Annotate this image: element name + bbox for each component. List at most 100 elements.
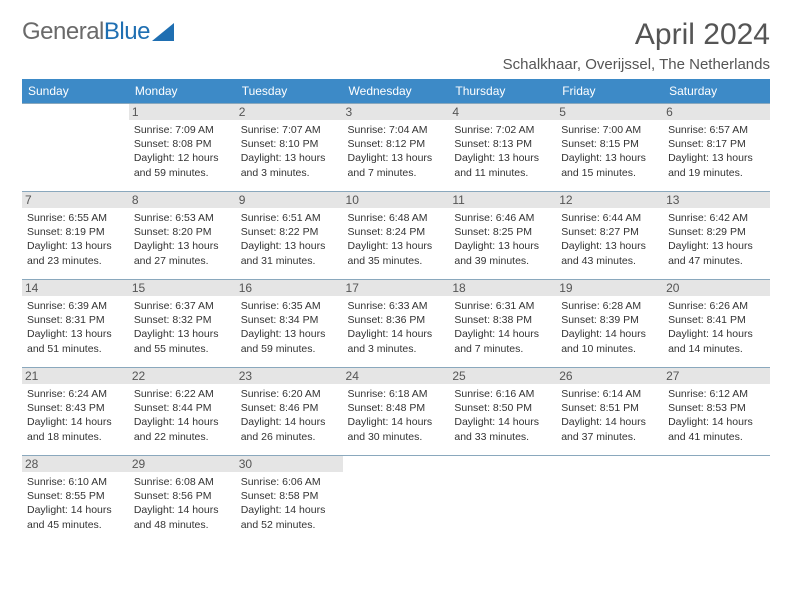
- day-number: 15: [129, 280, 236, 296]
- day-details: Sunrise: 6:42 AMSunset: 8:29 PMDaylight:…: [668, 211, 765, 268]
- weekday-row: Sunday Monday Tuesday Wednesday Thursday…: [22, 79, 770, 104]
- day-details: Sunrise: 6:24 AMSunset: 8:43 PMDaylight:…: [27, 387, 124, 444]
- location-text: Schalkhaar, Overijssel, The Netherlands: [503, 56, 770, 73]
- calendar-page: GeneralBlue April 2024 Schalkhaar, Overi…: [0, 0, 792, 562]
- title-block: April 2024 Schalkhaar, Overijssel, The N…: [503, 18, 770, 73]
- calendar-week-row: 1 Sunrise: 7:09 AMSunset: 8:08 PMDaylight…: [22, 104, 770, 192]
- logo-text-1: General: [22, 18, 104, 46]
- calendar-day-cell: 21 Sunrise: 6:24 AMSunset: 8:43 PMDayligh…: [22, 368, 129, 456]
- day-number: 9: [236, 192, 343, 208]
- day-details: Sunrise: 6:48 AMSunset: 8:24 PMDaylight:…: [348, 211, 445, 268]
- day-number: 16: [236, 280, 343, 296]
- day-number: 29: [129, 456, 236, 472]
- day-number: 3: [343, 104, 450, 120]
- day-number: 18: [449, 280, 556, 296]
- calendar-day-cell: 7Sunrise: 6:55 AMSunset: 8:19 PMDaylight…: [22, 192, 129, 280]
- calendar-day-cell: 25 Sunrise: 6:16 AMSunset: 8:50 PMDayligh…: [449, 368, 556, 456]
- day-details: Sunrise: 6:12 AMSunset: 8:53 PMDaylight:…: [668, 387, 765, 444]
- calendar-day-cell: 1 Sunrise: 7:09 AMSunset: 8:08 PMDaylight…: [129, 104, 236, 192]
- day-details: Sunrise: 6:08 AMSunset: 8:56 PMDaylight:…: [134, 475, 231, 532]
- day-details: Sunrise: 6:31 AMSunset: 8:38 PMDaylight:…: [454, 299, 551, 356]
- day-details: Sunrise: 6:46 AMSunset: 8:25 PMDaylight:…: [454, 211, 551, 268]
- calendar-week-row: 28 Sunrise: 6:10 AMSunset: 8:55 PMDayligh…: [22, 456, 770, 544]
- day-number: 1: [129, 104, 236, 120]
- calendar-day-cell: 8 Sunrise: 6:53 AMSunset: 8:20 PMDaylight…: [129, 192, 236, 280]
- day-details: Sunrise: 6:53 AMSunset: 8:20 PMDaylight:…: [134, 211, 231, 268]
- calendar-day-cell: 3Sunrise: 7:04 AMSunset: 8:12 PMDaylight…: [343, 104, 450, 192]
- day-details: Sunrise: 6:10 AMSunset: 8:55 PMDaylight:…: [27, 475, 124, 532]
- calendar-week-row: 21 Sunrise: 6:24 AMSunset: 8:43 PMDayligh…: [22, 368, 770, 456]
- day-number: 14: [22, 280, 129, 296]
- day-number: 21: [22, 368, 129, 384]
- day-number: 8: [129, 192, 236, 208]
- day-number: 25: [449, 368, 556, 384]
- day-details: Sunrise: 6:26 AMSunset: 8:41 PMDaylight:…: [668, 299, 765, 356]
- calendar-day-cell: 19 Sunrise: 6:28 AMSunset: 8:39 PMDayligh…: [556, 280, 663, 368]
- day-details: Sunrise: 6:18 AMSunset: 8:48 PMDaylight:…: [348, 387, 445, 444]
- logo-text-2: Blue: [104, 18, 150, 46]
- month-title: April 2024: [503, 18, 770, 52]
- calendar-week-row: 14 Sunrise: 6:39 AMSunset: 8:31 PMDayligh…: [22, 280, 770, 368]
- calendar-day-cell: 26Sunrise: 6:14 AMSunset: 8:51 PMDayligh…: [556, 368, 663, 456]
- calendar-day-cell: 9 Sunrise: 6:51 AMSunset: 8:22 PMDaylight…: [236, 192, 343, 280]
- calendar-body: 1 Sunrise: 7:09 AMSunset: 8:08 PMDaylight…: [22, 104, 770, 544]
- day-number: 30: [236, 456, 343, 472]
- logo: GeneralBlue: [22, 18, 174, 46]
- header: GeneralBlue April 2024 Schalkhaar, Overi…: [22, 18, 770, 73]
- day-details: Sunrise: 6:22 AMSunset: 8:44 PMDaylight:…: [134, 387, 231, 444]
- calendar-day-cell: 11 Sunrise: 6:46 AMSunset: 8:25 PMDayligh…: [449, 192, 556, 280]
- weekday-header: Sunday: [22, 79, 129, 104]
- weekday-header: Friday: [556, 79, 663, 104]
- day-number: 2: [236, 104, 343, 120]
- weekday-header: Monday: [129, 79, 236, 104]
- day-details: Sunrise: 6:51 AMSunset: 8:22 PMDaylight:…: [241, 211, 338, 268]
- day-details: Sunrise: 7:09 AMSunset: 8:08 PMDaylight:…: [134, 123, 231, 180]
- calendar-week-row: 7Sunrise: 6:55 AMSunset: 8:19 PMDaylight…: [22, 192, 770, 280]
- calendar-day-cell: 10 Sunrise: 6:48 AMSunset: 8:24 PMDayligh…: [343, 192, 450, 280]
- day-number: 10: [343, 192, 450, 208]
- day-details: Sunrise: 6:33 AMSunset: 8:36 PMDaylight:…: [348, 299, 445, 356]
- weekday-header: Wednesday: [343, 79, 450, 104]
- calendar-day-cell: 30Sunrise: 6:06 AMSunset: 8:58 PMDayligh…: [236, 456, 343, 544]
- calendar-day-cell: 20 Sunrise: 6:26 AMSunset: 8:41 PMDayligh…: [663, 280, 770, 368]
- day-details: Sunrise: 6:20 AMSunset: 8:46 PMDaylight:…: [241, 387, 338, 444]
- day-number: 19: [556, 280, 663, 296]
- calendar-day-cell: 29 Sunrise: 6:08 AMSunset: 8:56 PMDayligh…: [129, 456, 236, 544]
- calendar-day-cell: 22 Sunrise: 6:22 AMSunset: 8:44 PMDayligh…: [129, 368, 236, 456]
- day-details: Sunrise: 6:37 AMSunset: 8:32 PMDaylight:…: [134, 299, 231, 356]
- day-number: 28: [22, 456, 129, 472]
- calendar-day-cell: [22, 104, 129, 192]
- calendar-day-cell: [663, 456, 770, 544]
- calendar-day-cell: 18 Sunrise: 6:31 AMSunset: 8:38 PMDayligh…: [449, 280, 556, 368]
- day-number: 13: [663, 192, 770, 208]
- day-details: Sunrise: 6:28 AMSunset: 8:39 PMDaylight:…: [561, 299, 658, 356]
- day-number: 17: [343, 280, 450, 296]
- day-number: 20: [663, 280, 770, 296]
- day-number: 6: [663, 104, 770, 120]
- day-details: Sunrise: 6:39 AMSunset: 8:31 PMDaylight:…: [27, 299, 124, 356]
- calendar-day-cell: 12 Sunrise: 6:44 AMSunset: 8:27 PMDayligh…: [556, 192, 663, 280]
- calendar-day-cell: 17 Sunrise: 6:33 AMSunset: 8:36 PMDayligh…: [343, 280, 450, 368]
- logo-triangle-icon: [152, 23, 174, 41]
- day-number: 27: [663, 368, 770, 384]
- day-details: Sunrise: 7:00 AMSunset: 8:15 PMDaylight:…: [561, 123, 658, 180]
- day-number: 4: [449, 104, 556, 120]
- calendar-day-cell: [343, 456, 450, 544]
- calendar-day-cell: 28 Sunrise: 6:10 AMSunset: 8:55 PMDayligh…: [22, 456, 129, 544]
- day-details: Sunrise: 6:57 AMSunset: 8:17 PMDaylight:…: [668, 123, 765, 180]
- calendar-day-cell: 2Sunrise: 7:07 AMSunset: 8:10 PMDaylight…: [236, 104, 343, 192]
- day-number: 22: [129, 368, 236, 384]
- day-details: Sunrise: 7:02 AMSunset: 8:13 PMDaylight:…: [454, 123, 551, 180]
- calendar-day-cell: 24 Sunrise: 6:18 AMSunset: 8:48 PMDayligh…: [343, 368, 450, 456]
- day-number: 23: [236, 368, 343, 384]
- day-details: Sunrise: 6:16 AMSunset: 8:50 PMDaylight:…: [454, 387, 551, 444]
- day-number: 11: [449, 192, 556, 208]
- weekday-header: Tuesday: [236, 79, 343, 104]
- day-number: 12: [556, 192, 663, 208]
- day-number: 24: [343, 368, 450, 384]
- day-number: 7: [22, 192, 129, 208]
- calendar-day-cell: 16Sunrise: 6:35 AMSunset: 8:34 PMDayligh…: [236, 280, 343, 368]
- day-details: Sunrise: 6:44 AMSunset: 8:27 PMDaylight:…: [561, 211, 658, 268]
- calendar-day-cell: 27 Sunrise: 6:12 AMSunset: 8:53 PMDayligh…: [663, 368, 770, 456]
- calendar-day-cell: 14 Sunrise: 6:39 AMSunset: 8:31 PMDayligh…: [22, 280, 129, 368]
